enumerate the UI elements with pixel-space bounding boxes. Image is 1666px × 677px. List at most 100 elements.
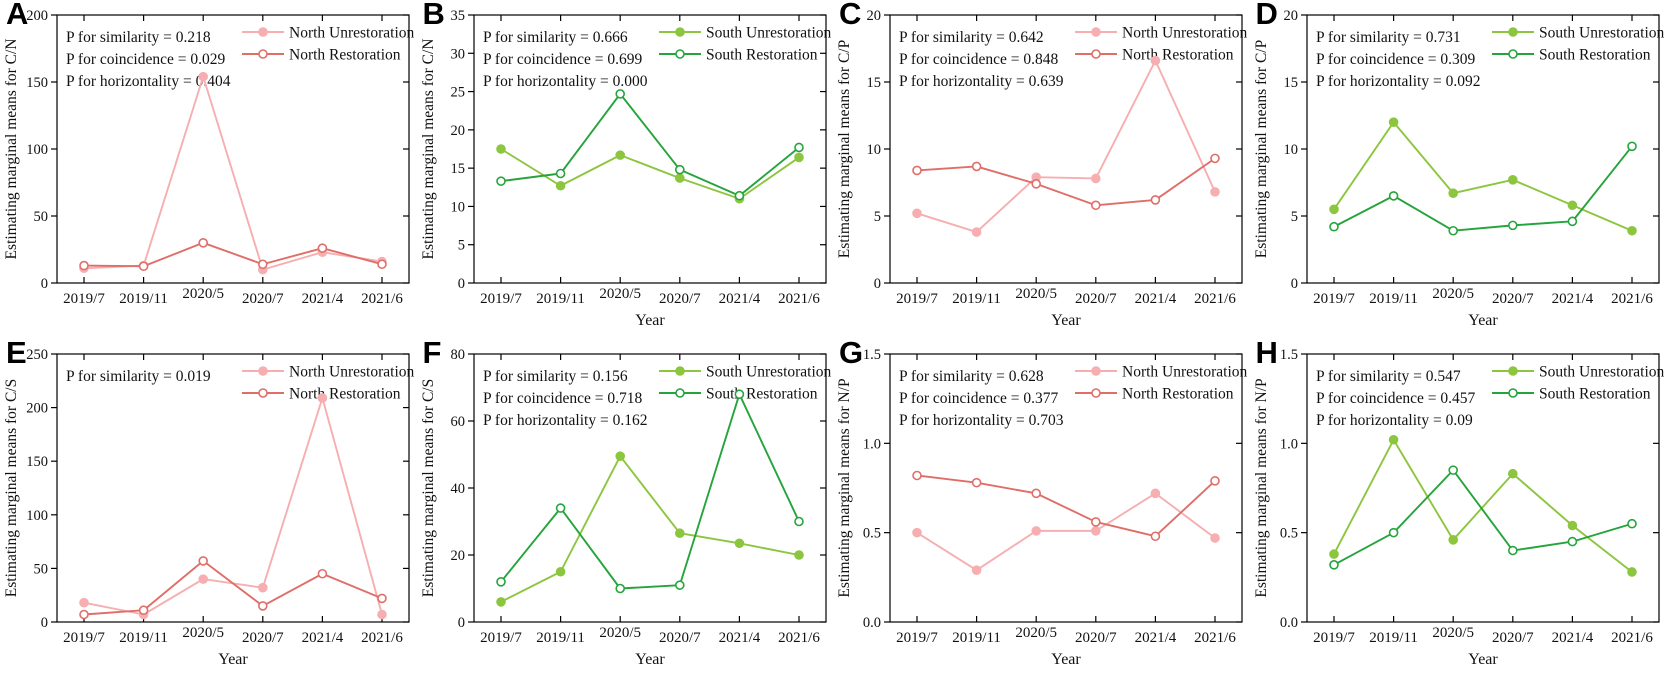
legend-label: North Unrestoration <box>289 363 415 380</box>
series-line <box>83 241 383 268</box>
y-tick-label: 0 <box>41 615 48 631</box>
y-axis-label: Estimating marginal means for N/P <box>1253 378 1270 597</box>
data-point <box>674 579 685 590</box>
data-point <box>793 549 804 560</box>
data-point <box>912 208 922 219</box>
y-tick-label: 20 <box>1283 8 1298 24</box>
x-tick-label: 2020/5 <box>599 286 641 302</box>
data-point <box>317 392 328 403</box>
legend-label: South Restoration <box>1539 47 1651 64</box>
data-point <box>1447 225 1458 236</box>
y-tick-label: 60 <box>450 414 465 430</box>
data-point <box>1210 475 1220 486</box>
x-tick-label: 2021/4 <box>1551 291 1593 307</box>
x-tick-label: 2021/4 <box>1135 291 1177 307</box>
panel-letter-G: G <box>839 334 864 370</box>
series-line <box>916 157 1216 207</box>
panel-letter-A: A <box>6 0 29 31</box>
legend-open-circle-icon <box>1507 387 1518 398</box>
data-point <box>912 470 922 480</box>
data-point <box>1210 153 1220 164</box>
data-point <box>1328 548 1339 559</box>
x-tick-label: 2020/7 <box>658 630 700 646</box>
annotation-text: P for coincidence = 0.377 <box>899 390 1058 407</box>
legend-open-circle-icon <box>1091 49 1101 59</box>
series-line <box>1332 438 1633 573</box>
legend-filled-circle-icon <box>1091 27 1101 37</box>
y-tick-label: 150 <box>26 454 48 470</box>
panel-letter-H: H <box>1255 334 1278 370</box>
annotation-text: P for coincidence = 0.457 <box>1316 390 1475 407</box>
x-tick-label: 2020/5 <box>1015 625 1057 641</box>
y-axis-label: Estimating marginal means for C/P <box>836 40 853 258</box>
data-point <box>1150 195 1161 205</box>
x-tick-label: 2020/7 <box>1491 291 1533 307</box>
panel-F: F 0 20 40 60 80 2019/7 2019/11 2020/5 2020/7 2021… <box>417 335 833 677</box>
legend-open-circle-icon <box>1091 387 1101 398</box>
annotation-text: P for horizontality = 0.639 <box>899 73 1064 90</box>
legend-filled-circle-icon <box>1507 365 1518 376</box>
x-tick-label: 2020/5 <box>182 625 224 641</box>
line-chart-A: 0 50 100 150 200 2019/7 2019/11 2020/5 2020/7 202… <box>3 8 415 307</box>
data-point <box>1626 566 1637 577</box>
data-point <box>1507 220 1518 231</box>
x-tick-label: 2020/5 <box>182 286 224 302</box>
data-point <box>674 527 685 538</box>
x-axis-label: Year <box>1468 312 1498 329</box>
panel-letter-D: D <box>1255 0 1278 31</box>
annotation-text: P for horizontality = 0.09 <box>1316 412 1473 429</box>
legend-label: South Unrestoration <box>1539 363 1665 380</box>
x-tick-label: 2019/7 <box>1313 630 1355 646</box>
data-point <box>971 477 982 487</box>
y-tick-label: 5 <box>874 209 881 225</box>
data-point <box>555 180 565 191</box>
x-tick-label: 2021/4 <box>718 291 760 307</box>
y-tick-label: 250 <box>26 347 48 363</box>
data-point <box>1447 534 1458 545</box>
line-chart-F: 0 20 40 60 80 2019/7 2019/11 2020/5 2020/7 2021/4… <box>420 347 832 668</box>
data-point <box>79 260 89 271</box>
data-point <box>1567 536 1577 546</box>
x-tick-label: 2019/7 <box>896 630 938 646</box>
plot-frame <box>1305 352 1660 623</box>
x-tick-label: 2019/7 <box>480 630 522 646</box>
x-tick-label: 2021/6 <box>1611 630 1653 646</box>
x-tick-label: 2019/11 <box>119 291 168 307</box>
series-line <box>499 392 800 589</box>
x-tick-label: 2020/7 <box>1075 291 1117 307</box>
annotation-text: P for similarity = 0.731 <box>1316 29 1461 46</box>
y-tick-label: 10 <box>450 199 465 215</box>
data-point <box>1090 200 1101 211</box>
legend-filled-circle-icon <box>258 27 268 37</box>
annotation-text: P for horizontality = 0.162 <box>483 412 647 429</box>
y-tick-label: 50 <box>34 561 49 577</box>
x-tick-label: 2020/7 <box>242 291 284 307</box>
x-tick-label: 2021/6 <box>1611 291 1653 307</box>
line-chart-B: 0 5 10 15 20 25 30 35 2019/7 2019/11 2020/5 2020/7 2… <box>420 8 832 329</box>
data-point <box>1567 520 1577 530</box>
x-tick-label: 2021/4 <box>1551 630 1593 646</box>
legend-label: North Restoration <box>289 47 401 64</box>
data-point <box>495 176 506 186</box>
series-line <box>83 396 383 615</box>
y-axis-label: Estimating marginal means for C/S <box>3 378 20 596</box>
data-point <box>912 527 922 537</box>
x-tick-label: 2020/7 <box>658 291 700 307</box>
legend-open-circle-icon <box>258 49 268 59</box>
data-point <box>1210 187 1220 197</box>
data-point <box>793 142 804 153</box>
y-tick-label: 1.5 <box>1279 347 1297 363</box>
data-point <box>1090 173 1101 184</box>
series-line <box>83 559 383 615</box>
data-point <box>971 227 982 237</box>
legend-open-circle-icon <box>674 49 685 59</box>
panel-letter-C: C <box>839 0 862 31</box>
panel-letter-B: B <box>422 0 445 31</box>
y-tick-label: 200 <box>26 8 48 24</box>
y-tick-label: 80 <box>450 347 465 363</box>
legend-open-circle-icon <box>1507 49 1518 59</box>
x-tick-label: 2020/5 <box>599 625 641 641</box>
x-tick-label: 2020/7 <box>1491 630 1533 646</box>
legend-label: South Restoration <box>706 385 818 402</box>
data-point <box>198 238 208 248</box>
